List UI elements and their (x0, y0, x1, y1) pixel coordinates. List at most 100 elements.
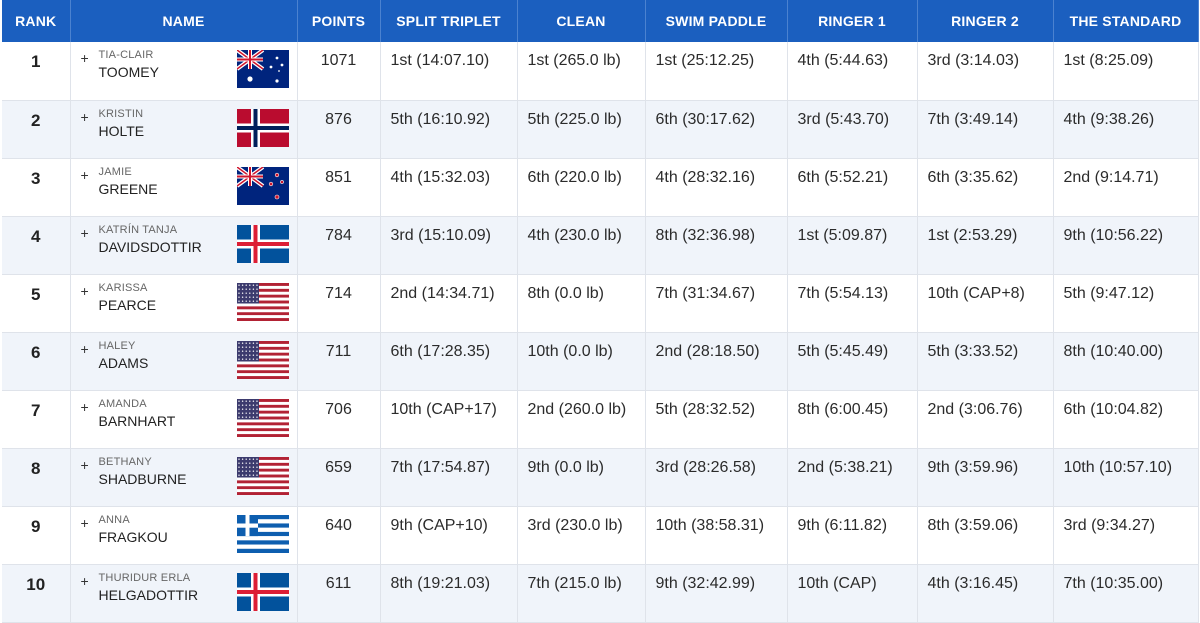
usa-flag-icon (236, 456, 289, 495)
rank-cell: 4 (2, 216, 71, 275)
header-clean[interactable]: CLEAN (517, 0, 646, 42)
clean-cell: 3rd (230.0 lb) (517, 506, 646, 565)
athlete-name-cell[interactable]: + AMANDA BARNHART (70, 390, 298, 449)
expand-plus-icon[interactable]: + (80, 398, 89, 415)
expand-plus-icon[interactable]: + (80, 572, 89, 589)
expand-plus-icon[interactable]: + (80, 224, 89, 241)
ringer-1-cell: 5th (5:45.49) (787, 332, 918, 391)
athlete-name-cell[interactable]: + KRISTIN HOLTE (70, 100, 298, 159)
athlete-last-name: FRAGKOU (98, 528, 168, 545)
ringer-1-cell: 1st (5:09.87) (787, 216, 918, 275)
ringer-1-cell: 7th (5:54.13) (787, 274, 918, 333)
athlete-name-cell[interactable]: + KATRÍN TANJA DAVIDSDOTTIR (70, 216, 298, 275)
expand-plus-icon[interactable]: + (80, 456, 89, 473)
athlete-name-cell[interactable]: + ANNA FRAGKOU (70, 506, 298, 565)
clean-cell: 8th (0.0 lb) (517, 274, 646, 333)
table-row[interactable]: 2 + KRISTIN HOLTE 876 5th (16:10.92) 5th (… (2, 100, 1199, 159)
ringer-2-cell: 4th (3:16.45) (917, 564, 1054, 623)
ringer-1-cell: 3rd (5:43.70) (787, 100, 918, 159)
athlete-name-cell[interactable]: + THURIDUR ERLA HELGADOTTIR (70, 564, 298, 623)
table-row[interactable]: 6 + HALEY ADAMS 711 6th (17:28.35) 10th (0… (2, 332, 1199, 391)
split-triplet-cell: 8th (19:21.03) (380, 564, 518, 623)
athlete-last-name: SHADBURNE (98, 470, 187, 487)
athlete-name-cell[interactable]: + HALEY ADAMS (70, 332, 298, 391)
header-points[interactable]: POINTS (297, 0, 381, 42)
header-ringer-2[interactable]: RINGER 2 (917, 0, 1054, 42)
usa-flag-icon (236, 282, 289, 321)
split-triplet-cell: 9th (CAP+10) (380, 506, 518, 565)
swim-paddle-cell: 2nd (28:18.50) (645, 332, 788, 391)
ringer-1-cell: 8th (6:00.45) (787, 390, 918, 449)
table-row[interactable]: 10 + THURIDUR ERLA HELGADOTTIR 611 8th (1… (2, 564, 1199, 623)
swim-paddle-cell: 6th (30:17.62) (645, 100, 788, 159)
ringer-1-cell: 6th (5:52.21) (787, 158, 918, 217)
expand-plus-icon[interactable]: + (80, 514, 89, 531)
athlete-last-name: GREENE (98, 180, 158, 197)
table-row[interactable]: 9 + ANNA FRAGKOU 640 9th (CAP+10) 3rd (230… (2, 506, 1199, 565)
table-row[interactable]: 8 + BETHANY SHADBURNE 659 7th (17:54.87) 9… (2, 448, 1199, 507)
header-row: RANK NAME POINTS SPLIT TRIPLET CLEAN SWI… (2, 0, 1199, 42)
athlete-last-name: HELGADOTTIR (98, 586, 199, 603)
new-zealand-flag-icon (236, 166, 289, 205)
usa-flag-icon (236, 340, 289, 379)
header-swim-paddle[interactable]: SWIM PADDLE (645, 0, 788, 42)
athlete-last-name: PEARCE (98, 296, 157, 313)
athlete-first-name: KARISSA (98, 281, 148, 294)
split-triplet-cell: 2nd (14:34.71) (380, 274, 518, 333)
points-cell: 851 (297, 158, 381, 217)
clean-cell: 2nd (260.0 lb) (517, 390, 646, 449)
expand-plus-icon[interactable]: + (80, 108, 89, 125)
split-triplet-cell: 10th (CAP+17) (380, 390, 518, 449)
ringer-2-cell: 6th (3:35.62) (917, 158, 1054, 217)
athlete-first-name: TIA-CLAIR (98, 49, 154, 61)
athlete-first-name: ANNA (98, 513, 130, 526)
points-cell: 711 (297, 332, 381, 391)
points-cell: 1071 (297, 42, 381, 101)
rank-cell: 5 (2, 274, 71, 333)
rank-cell: 9 (2, 506, 71, 565)
ringer-2-cell: 8th (3:59.06) (917, 506, 1054, 565)
header-split-triplet[interactable]: SPLIT TRIPLET (380, 0, 518, 42)
header-name[interactable]: NAME (70, 0, 298, 42)
norway-flag-icon (236, 108, 289, 147)
ringer-1-cell: 4th (5:44.63) (787, 42, 918, 101)
table-row[interactable]: 7 + AMANDA BARNHART 706 10th (CAP+17) 2nd … (2, 390, 1199, 449)
the-standard-cell: 4th (9:38.26) (1053, 100, 1199, 159)
header-rank[interactable]: RANK (2, 0, 71, 42)
points-cell: 611 (297, 564, 381, 623)
clean-cell: 5th (225.0 lb) (517, 100, 646, 159)
athlete-first-name: HALEY (98, 339, 136, 352)
split-triplet-cell: 6th (17:28.35) (380, 332, 518, 391)
clean-cell: 9th (0.0 lb) (517, 448, 646, 507)
expand-plus-icon[interactable]: + (80, 282, 89, 299)
table-row[interactable]: 3 + JAMIE GREENE 851 4th (15:32.03) 6th (2… (2, 158, 1199, 217)
athlete-last-name: ADAMS (98, 354, 149, 371)
expand-plus-icon[interactable]: + (80, 50, 89, 66)
ringer-2-cell: 10th (CAP+8) (917, 274, 1054, 333)
expand-plus-icon[interactable]: + (80, 340, 89, 357)
table-row[interactable]: 1 + TIA-CLAIR TOOMEY 1071 1st (14:07.10) 1… (2, 42, 1199, 101)
clean-cell: 1st (265.0 lb) (517, 42, 646, 101)
the-standard-cell: 10th (10:57.10) (1053, 448, 1199, 507)
table-row[interactable]: 4 + KATRÍN TANJA DAVIDSDOTTIR 784 3rd (15… (2, 216, 1199, 275)
iceland-flag-icon (236, 572, 289, 611)
table-row[interactable]: 5 + KARISSA PEARCE 714 2nd (14:34.71) 8th … (2, 274, 1199, 333)
the-standard-cell: 5th (9:47.12) (1053, 274, 1199, 333)
athlete-first-name: KRISTIN (98, 107, 144, 120)
clean-cell: 6th (220.0 lb) (517, 158, 646, 217)
athlete-name-cell[interactable]: + KARISSA PEARCE (70, 274, 298, 333)
athlete-name-cell[interactable]: + TIA-CLAIR TOOMEY (70, 42, 298, 101)
points-cell: 659 (297, 448, 381, 507)
header-ringer-1[interactable]: RINGER 1 (787, 0, 918, 42)
header-the-standard[interactable]: THE STANDARD (1053, 0, 1199, 42)
athlete-name-cell[interactable]: + JAMIE GREENE (70, 158, 298, 217)
points-cell: 706 (297, 390, 381, 449)
rank-cell: 8 (2, 448, 71, 507)
athlete-name-cell[interactable]: + BETHANY SHADBURNE (70, 448, 298, 507)
split-triplet-cell: 1st (14:07.10) (380, 42, 518, 101)
expand-plus-icon[interactable]: + (80, 166, 89, 183)
rank-cell: 7 (2, 390, 71, 449)
athlete-last-name: HOLTE (98, 122, 145, 139)
athlete-first-name: THURIDUR ERLA (98, 571, 191, 584)
